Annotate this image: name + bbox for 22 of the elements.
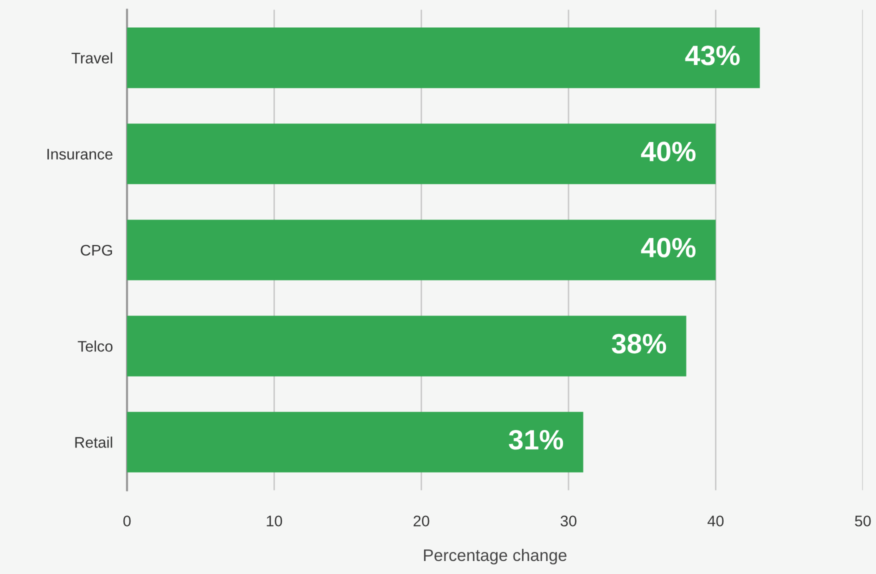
- bar: [127, 220, 716, 280]
- y-tick-label: Retail: [75, 436, 112, 448]
- data-label: 38%: [612, 334, 666, 354]
- bar: [127, 28, 760, 88]
- x-tick-label: 40: [708, 516, 724, 526]
- data-label: 40%: [641, 142, 696, 162]
- bar: [127, 316, 686, 376]
- x-tick-label: 0: [123, 516, 131, 526]
- data-label: 43%: [685, 46, 740, 66]
- y-tick-label: Insurance: [47, 148, 112, 160]
- x-tick-label: 50: [854, 516, 871, 526]
- x-tick-label: 10: [266, 516, 282, 526]
- x-tick-label: 20: [414, 516, 430, 526]
- x-tick-label: 30: [560, 516, 576, 526]
- bar: [127, 412, 584, 472]
- bar: [127, 124, 716, 184]
- data-label: 31%: [508, 430, 564, 450]
- data-label: 40%: [641, 238, 696, 258]
- y-tick-label: Travel: [72, 52, 112, 64]
- y-tick-label: Telco: [78, 340, 112, 352]
- y-tick-label: CPG: [80, 244, 112, 256]
- x-axis-title: Percentage change: [424, 548, 566, 564]
